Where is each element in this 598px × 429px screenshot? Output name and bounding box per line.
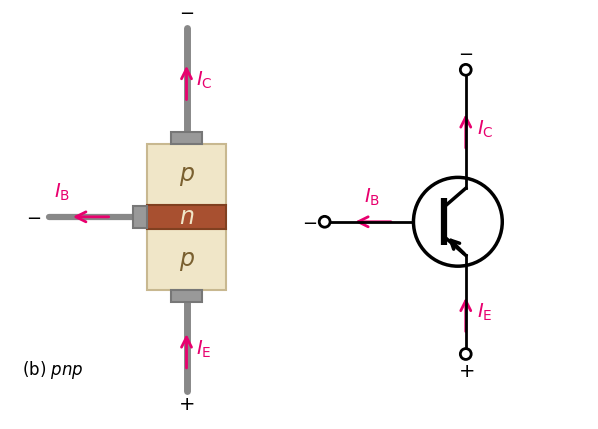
Circle shape xyxy=(460,349,471,360)
Text: $-$: $-$ xyxy=(458,44,474,62)
FancyBboxPatch shape xyxy=(170,132,202,144)
Text: $-$: $-$ xyxy=(26,208,41,226)
Circle shape xyxy=(319,216,330,227)
FancyBboxPatch shape xyxy=(133,206,147,228)
Text: $I_\mathsf{B}$: $I_\mathsf{B}$ xyxy=(54,182,70,203)
Text: $-$: $-$ xyxy=(179,3,194,21)
FancyBboxPatch shape xyxy=(170,290,202,302)
Text: n: n xyxy=(179,205,194,229)
Text: $-$: $-$ xyxy=(301,213,317,231)
Text: $I_\mathsf{C}$: $I_\mathsf{C}$ xyxy=(477,118,493,140)
Text: p: p xyxy=(179,247,194,271)
Text: $I_\mathsf{B}$: $I_\mathsf{B}$ xyxy=(364,187,380,208)
FancyBboxPatch shape xyxy=(147,205,226,229)
Text: $I_\mathsf{C}$: $I_\mathsf{C}$ xyxy=(196,70,213,91)
Text: $I_\mathsf{E}$: $I_\mathsf{E}$ xyxy=(196,338,212,360)
Text: (b) $pnp$: (b) $pnp$ xyxy=(22,359,83,381)
Text: p: p xyxy=(179,163,194,187)
FancyBboxPatch shape xyxy=(147,229,226,290)
FancyBboxPatch shape xyxy=(147,144,226,205)
Text: $+$: $+$ xyxy=(457,362,474,381)
Text: $+$: $+$ xyxy=(178,396,195,414)
Circle shape xyxy=(460,64,471,75)
Text: $I_\mathsf{E}$: $I_\mathsf{E}$ xyxy=(477,302,492,323)
